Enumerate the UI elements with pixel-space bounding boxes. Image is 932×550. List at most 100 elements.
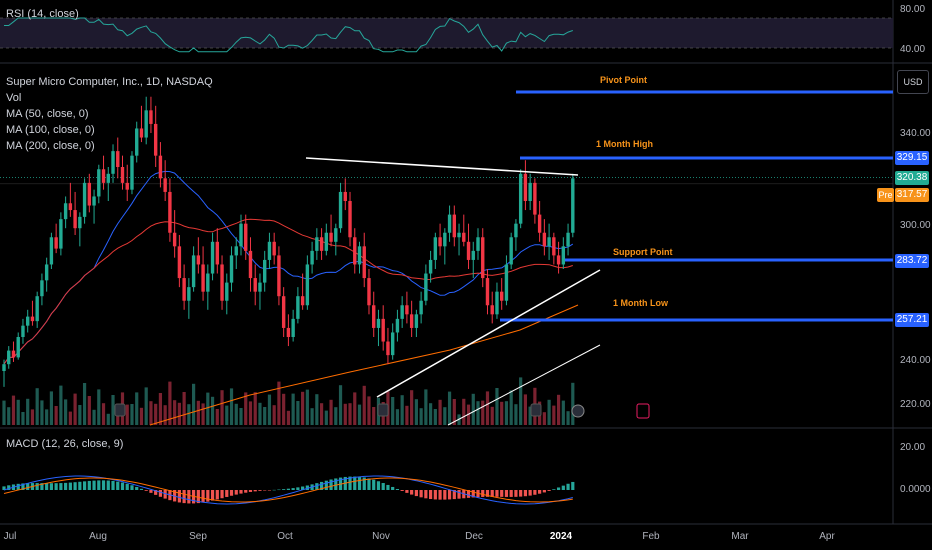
earnings-marker — [377, 403, 389, 417]
volume-bar — [353, 392, 357, 425]
candle-body — [556, 255, 561, 265]
candle-body — [462, 232, 466, 242]
macd-histogram-bar — [116, 481, 120, 490]
volume-bar — [196, 400, 200, 425]
macd-histogram-bar — [225, 490, 229, 497]
macd-axis-tick: 0.0000 — [900, 484, 931, 495]
candle-body — [291, 318, 295, 337]
candle-body — [481, 237, 485, 279]
volume-bar — [267, 394, 272, 425]
volume-bar — [97, 389, 101, 425]
macd-histogram-bar — [35, 483, 39, 490]
candle-body — [414, 314, 419, 328]
macd-histogram-bar — [424, 490, 428, 499]
macd-histogram-bar — [452, 490, 456, 500]
volume-bar — [125, 404, 129, 425]
macd-histogram-bar — [7, 485, 11, 490]
rsi-axis-tick: 80.00 — [900, 4, 926, 15]
macd-histogram-bar — [547, 490, 551, 491]
volume-bar — [7, 407, 11, 425]
candle-body — [40, 280, 44, 297]
candle-body — [116, 151, 120, 167]
candle-body — [537, 214, 542, 233]
candle-body — [324, 232, 329, 251]
candle-body — [547, 237, 551, 247]
candle-body — [353, 237, 357, 265]
candle-body — [54, 237, 58, 249]
macd-histogram-bar — [414, 490, 418, 497]
volume-bar — [315, 394, 319, 425]
volume-bar — [338, 385, 343, 425]
candle-body — [286, 327, 291, 337]
candle-body — [144, 110, 148, 138]
volume-bar — [547, 399, 551, 425]
candle-body — [163, 178, 167, 192]
macd-histogram-bar — [64, 482, 68, 490]
candle-body — [172, 232, 177, 247]
volume-bar — [54, 406, 58, 425]
volume-bar — [296, 401, 300, 425]
volume-bar — [187, 404, 191, 425]
macd-histogram-bar — [272, 489, 276, 491]
candle-body — [49, 237, 54, 265]
macd-histogram-bar — [111, 480, 115, 490]
macd-histogram-bar — [443, 490, 447, 500]
candle-body — [97, 169, 101, 197]
candle-body — [30, 316, 35, 322]
macd-histogram-bar — [286, 488, 290, 490]
macd-histogram-bar — [334, 478, 338, 490]
candle-body — [281, 296, 286, 328]
candle-body — [447, 214, 452, 233]
candle-body — [315, 237, 319, 251]
pre-market-price-tag: 317.57 — [895, 188, 929, 202]
volume-bar — [561, 400, 565, 425]
macd-histogram-bar — [21, 483, 25, 490]
volume-bar — [49, 391, 53, 425]
volume-bar — [282, 393, 286, 425]
candle-body — [367, 278, 371, 306]
volume-bar — [30, 409, 35, 425]
candle-body — [196, 255, 201, 265]
candle-body — [362, 246, 366, 279]
candle-body — [357, 246, 362, 265]
macd-histogram-bar — [357, 476, 362, 490]
candle-body — [120, 167, 125, 183]
macd-histogram-bar — [301, 486, 305, 490]
candle-body — [101, 169, 106, 183]
macd-histogram-bar — [277, 489, 281, 491]
macd-histogram-bar — [196, 490, 200, 504]
candle-body — [253, 278, 257, 292]
candle-body — [372, 305, 376, 328]
x-tick: 2024 — [549, 531, 573, 542]
lower-trendline-extension — [447, 344, 601, 426]
macd-histogram-bar — [471, 490, 475, 498]
candle-body — [63, 203, 68, 220]
volume-bar — [301, 391, 305, 425]
volume-bar — [277, 381, 281, 425]
rsi-line — [4, 17, 573, 53]
candle-body — [457, 232, 461, 238]
macd-histogram-bar — [504, 490, 509, 497]
volume-bar — [215, 409, 219, 425]
macd-histogram-bar — [139, 488, 144, 490]
volume-bar — [372, 407, 376, 425]
candle-body — [35, 296, 39, 322]
candle-body — [310, 250, 314, 265]
candle-body — [338, 191, 343, 229]
macd-histogram-bar — [267, 490, 272, 491]
candle-body — [239, 223, 243, 247]
candle-body — [509, 237, 513, 265]
macd-histogram-bar — [101, 480, 106, 490]
ma50-line — [3, 170, 574, 365]
volume-bar — [391, 397, 395, 425]
volume-bar — [528, 406, 532, 425]
candle-body — [229, 255, 234, 283]
candle-body — [390, 332, 395, 356]
macd-histogram-bar — [523, 490, 527, 497]
macd-histogram-bar — [239, 490, 243, 494]
currency-button[interactable]: USD — [897, 70, 929, 94]
candle-body — [542, 232, 547, 247]
volume-bar — [324, 410, 328, 425]
volume-bar — [229, 388, 234, 425]
